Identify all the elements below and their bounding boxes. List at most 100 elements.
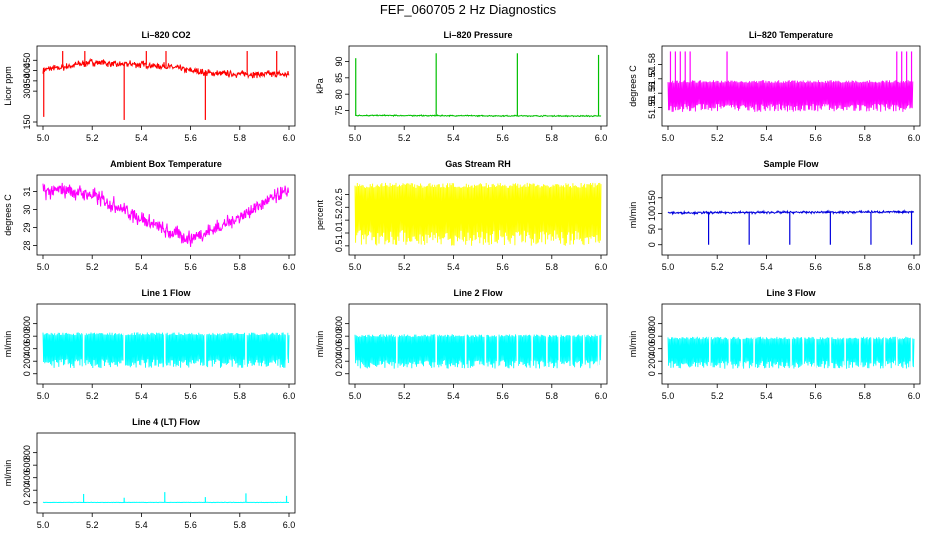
y-tick-label: 100: [647, 206, 657, 221]
y-tick-label: 400: [22, 341, 32, 356]
y-tick-label: 29: [22, 223, 32, 233]
y-axis-label: kPa: [315, 78, 325, 94]
x-tick-label: 5.0: [662, 391, 675, 401]
x-tick-label: 5.2: [711, 262, 724, 272]
data-band: [667, 80, 914, 112]
panel-title: Li–820 Pressure: [443, 30, 512, 40]
x-tick-label: 5.8: [546, 133, 559, 143]
x-tick-label: 5.8: [234, 133, 247, 143]
y-tick-label: 800: [22, 316, 32, 331]
y-tick-label: 2.5: [334, 188, 344, 201]
y-tick-label: 30: [22, 205, 32, 215]
x-tick-label: 5.4: [760, 262, 773, 272]
x-tick-label: 5.0: [37, 520, 50, 530]
panel-title: Line 4 (LT) Flow: [132, 417, 201, 427]
y-tick-label: 200: [22, 354, 32, 369]
x-tick-label: 5.4: [447, 133, 460, 143]
y-tick-label: 0: [647, 371, 657, 376]
x-tick-label: 6.0: [595, 391, 608, 401]
plot-frame: [36, 303, 296, 385]
x-tick-label: 6.0: [908, 262, 921, 272]
x-tick-label: 5.8: [859, 262, 872, 272]
plot-frame: [661, 45, 921, 127]
x-tick-label: 6.0: [908, 133, 921, 143]
x-tick-label: 5.2: [86, 520, 99, 530]
x-tick-label: 5.2: [398, 262, 411, 272]
y-tick-label: 800: [22, 445, 32, 460]
y-tick-label: 90: [334, 56, 344, 66]
y-tick-label: 400: [334, 341, 344, 356]
x-tick-label: 5.2: [86, 133, 99, 143]
figure-title: FEF_060705 2 Hz Diagnostics: [379, 2, 557, 17]
x-tick-label: 5.6: [184, 133, 197, 143]
data-layer: [42, 492, 289, 504]
panel-title: Line 2 Flow: [453, 288, 503, 298]
y-tick-label: 0: [334, 371, 344, 376]
y-axis-label: ml/min: [3, 331, 13, 358]
y-tick-label: 400: [22, 470, 32, 485]
x-tick-label: 5.6: [809, 133, 822, 143]
x-tick-label: 5.8: [234, 520, 247, 530]
y-tick-label: 0: [647, 242, 657, 247]
data-layer: [667, 209, 915, 245]
y-tick-label: 0.5: [334, 240, 344, 253]
x-tick-label: 5.0: [349, 133, 362, 143]
chart-panel: Ambient Box Temperature 5.0 5.2 5.4 5.6 5.8 6.…: [3, 159, 296, 272]
x-tick-label: 5.8: [859, 133, 872, 143]
x-tick-label: 5.4: [447, 391, 460, 401]
y-tick-label: 200: [22, 483, 32, 498]
data-layer: [667, 336, 915, 369]
x-tick-label: 6.0: [283, 391, 296, 401]
x-tick-label: 5.4: [135, 262, 148, 272]
series-line: [42, 57, 290, 80]
chart-panel: Li–820 CO2 5.0 5.2 5.4 5.6 5.8 6.0 150 300350400…: [3, 30, 296, 143]
data-layer: [42, 51, 290, 120]
x-tick-label: 5.4: [135, 520, 148, 530]
chart-panel: Gas Stream RH 5.0 5.2 5.4 5.6 5.8 6.0 0.51.01.5…: [315, 159, 608, 272]
y-tick-label: 31: [22, 187, 32, 197]
x-tick-label: 5.2: [86, 262, 99, 272]
plot-frame: [36, 432, 296, 514]
y-tick-label: 150: [647, 190, 657, 205]
x-tick-label: 6.0: [283, 262, 296, 272]
x-tick-label: 5.8: [234, 391, 247, 401]
panel-title: Sample Flow: [763, 159, 819, 169]
x-tick-label: 5.6: [809, 262, 822, 272]
y-axis-label: ml/min: [315, 331, 325, 358]
y-tick-label: 600: [334, 329, 344, 344]
y-tick-label: 51.55: [647, 96, 657, 119]
series-line: [667, 209, 915, 216]
plot-frame: [348, 174, 608, 256]
y-tick-label: 80: [334, 89, 344, 99]
x-tick-label: 5.6: [496, 133, 509, 143]
y-axis-label: Licor ppm: [3, 66, 13, 106]
x-tick-label: 5.6: [496, 391, 509, 401]
y-tick-label: 150: [22, 114, 32, 129]
x-tick-label: 5.4: [135, 133, 148, 143]
panel-title: Ambient Box Temperature: [110, 159, 222, 169]
plot-frame: [36, 45, 296, 127]
x-tick-label: 5.0: [37, 391, 50, 401]
x-tick-label: 6.0: [908, 391, 921, 401]
y-tick-label: 350: [22, 73, 32, 88]
x-tick-label: 5.4: [135, 391, 148, 401]
y-tick-label: 800: [647, 316, 657, 331]
y-tick-label: 200: [334, 354, 344, 369]
x-tick-label: 6.0: [283, 520, 296, 530]
y-axis-label: degrees C: [628, 65, 638, 107]
x-tick-label: 5.8: [546, 391, 559, 401]
plot-frame: [661, 174, 921, 256]
x-tick-label: 5.0: [37, 133, 50, 143]
x-tick-label: 5.6: [184, 391, 197, 401]
chart-panel: Li–820 Temperature 5.0 5.2 5.4 5.6 5.8 6.0 51.5…: [628, 30, 921, 143]
panel-title: Line 1 Flow: [141, 288, 191, 298]
y-tick-label: 51.57: [647, 68, 657, 91]
y-tick-label: 51.56: [647, 82, 657, 105]
y-tick-label: 1.0: [334, 227, 344, 240]
x-tick-label: 6.0: [283, 133, 296, 143]
y-tick-label: 600: [22, 329, 32, 344]
series-line: [42, 182, 289, 248]
x-tick-label: 5.2: [398, 391, 411, 401]
